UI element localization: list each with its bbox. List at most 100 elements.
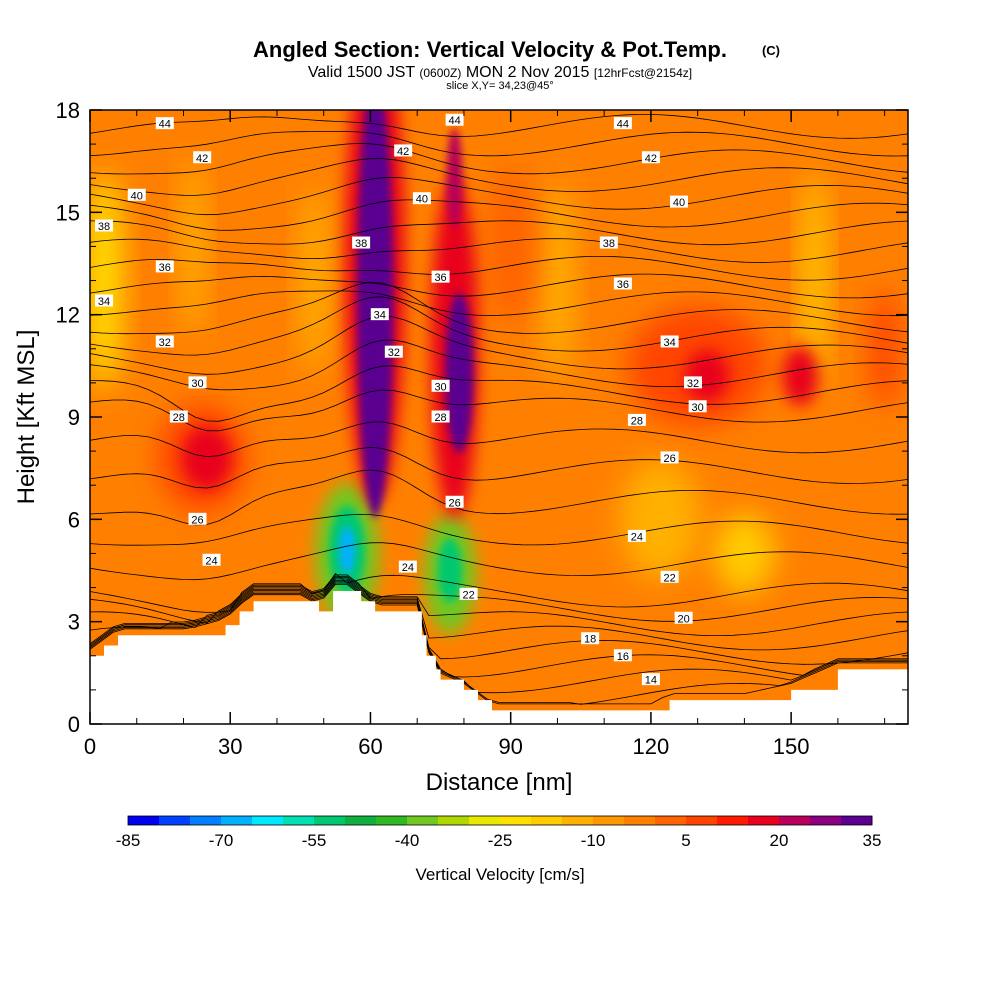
isentrope-32 bbox=[90, 296, 908, 356]
isentrope-label-38: 38 bbox=[599, 236, 618, 250]
colorbar-swatch bbox=[686, 816, 718, 825]
isentrope-17 bbox=[90, 580, 908, 678]
colorbar-swatch bbox=[531, 816, 563, 825]
isentrope-36 bbox=[90, 255, 908, 281]
colorbar-tick-label: 5 bbox=[681, 831, 690, 850]
isentrope-label-text: 34 bbox=[98, 296, 110, 308]
isentrope-label-26: 26 bbox=[445, 495, 464, 509]
isentrope-label-text: 14 bbox=[645, 675, 657, 687]
colorbar-swatch bbox=[841, 816, 873, 825]
isentrope-label-24: 24 bbox=[202, 553, 221, 567]
colorbar-swatch bbox=[810, 816, 842, 825]
isentrope-15 bbox=[90, 582, 908, 705]
isentrope-38 bbox=[90, 220, 908, 246]
isentrope-37 bbox=[90, 238, 908, 263]
isentrope-label-text: 30 bbox=[692, 402, 704, 414]
colorbar-swatch bbox=[562, 816, 594, 825]
isentrope-label-42: 42 bbox=[641, 151, 660, 165]
isentrope-label-22: 22 bbox=[459, 587, 478, 601]
colorbar-tick-label: 20 bbox=[770, 831, 789, 850]
isentrope-label-32: 32 bbox=[155, 335, 174, 349]
colorbar-swatch bbox=[345, 816, 377, 825]
colorbar-swatch bbox=[500, 816, 532, 825]
isentrope-label-text: 26 bbox=[191, 514, 203, 526]
isentrope-label-text: 38 bbox=[355, 238, 367, 250]
isentrope-label-32: 32 bbox=[384, 345, 403, 359]
isentrope-label-34: 34 bbox=[370, 308, 389, 322]
isentrope-label-box bbox=[627, 529, 646, 542]
isentrope-20 bbox=[90, 575, 908, 636]
colorbar-label: Vertical Velocity [cm/s] bbox=[415, 865, 584, 884]
isentrope-label-box bbox=[95, 294, 114, 307]
isentrope-label-box bbox=[613, 277, 632, 290]
isentrope-label-text: 44 bbox=[448, 115, 460, 127]
isentrope-label-text: 42 bbox=[645, 153, 657, 165]
isentrope-label-text: 44 bbox=[617, 119, 629, 131]
isentrope-lines bbox=[90, 114, 908, 705]
velocity-blob-16 bbox=[339, 526, 356, 575]
isentrope-22 bbox=[90, 573, 908, 613]
isentrope-label-text: 26 bbox=[448, 497, 460, 509]
colorbar-tick-label: -10 bbox=[581, 831, 606, 850]
colorbar-swatch bbox=[252, 816, 284, 825]
isentrope-label-30: 30 bbox=[431, 379, 450, 393]
x-tick-label: 90 bbox=[498, 734, 522, 759]
isentrope-label-box bbox=[599, 236, 618, 249]
isentrope-label-40: 40 bbox=[127, 188, 146, 202]
isentrope-label-34: 34 bbox=[660, 335, 679, 349]
isentrope-label-14: 14 bbox=[641, 673, 660, 687]
colorbar-swatch bbox=[748, 816, 780, 825]
colorbar-swatch bbox=[190, 816, 222, 825]
y-tick-label: 0 bbox=[68, 712, 80, 737]
isentrope-42 bbox=[90, 143, 908, 175]
isentrope-label-44: 44 bbox=[155, 117, 174, 131]
isentrope-label-box bbox=[674, 611, 693, 624]
isentrope-39 bbox=[90, 199, 908, 231]
isentrope-label-36: 36 bbox=[155, 260, 174, 274]
velocity-blob-18 bbox=[437, 538, 462, 603]
isentrope-29 bbox=[90, 365, 908, 422]
isentrope-label-box bbox=[155, 335, 174, 348]
isentrope-label-42: 42 bbox=[193, 151, 212, 165]
isentrope-label-box bbox=[394, 144, 413, 157]
isentrope-label-text: 36 bbox=[159, 262, 171, 274]
isentrope-35 bbox=[90, 273, 908, 299]
velocity-blob-8 bbox=[181, 425, 232, 490]
isentrope-label-text: 20 bbox=[678, 613, 690, 625]
colorbar-swatch bbox=[407, 816, 439, 825]
colorbar-swatch bbox=[314, 816, 346, 825]
isentrope-label-32: 32 bbox=[683, 376, 702, 390]
isentrope-34 bbox=[90, 290, 908, 317]
isentrope-label-text: 28 bbox=[434, 412, 446, 424]
isentrope-label-text: 40 bbox=[416, 194, 428, 206]
isentrope-label-36: 36 bbox=[431, 270, 450, 284]
isentrope-label-box bbox=[660, 335, 679, 348]
isentrope-label-box bbox=[155, 260, 174, 273]
subtitle-valid: Valid 1500 JST bbox=[308, 64, 416, 81]
isentrope-label-box bbox=[370, 308, 389, 321]
isentrope-label-text: 28 bbox=[173, 412, 185, 424]
isentrope-label-box bbox=[352, 236, 371, 249]
isentrope-label-text: 38 bbox=[603, 238, 615, 250]
isentrope-27 bbox=[90, 421, 908, 458]
x-tick-label: 60 bbox=[358, 734, 382, 759]
isentrope-label-box bbox=[660, 570, 679, 583]
isentrope-label-text: 18 bbox=[584, 634, 596, 646]
isentrope-label-36: 36 bbox=[613, 277, 632, 291]
isentrope-label-30: 30 bbox=[688, 400, 707, 414]
x-tick-label: 150 bbox=[773, 734, 810, 759]
y-tick-label: 9 bbox=[68, 405, 80, 430]
isentrope-label-text: 24 bbox=[205, 555, 217, 567]
isentrope-label-text: 24 bbox=[631, 531, 643, 543]
isentrope-label-box bbox=[412, 192, 431, 205]
isentrope-label-box bbox=[445, 113, 464, 126]
isentrope-label-text: 36 bbox=[617, 279, 629, 291]
isentrope-label-box bbox=[202, 553, 221, 566]
isentrope-label-text: 28 bbox=[631, 415, 643, 427]
isentrope-24 bbox=[90, 513, 908, 546]
isentrope-44 bbox=[90, 114, 908, 139]
isentrope-19 bbox=[90, 577, 908, 651]
isentrope-label-text: 16 bbox=[617, 651, 629, 663]
